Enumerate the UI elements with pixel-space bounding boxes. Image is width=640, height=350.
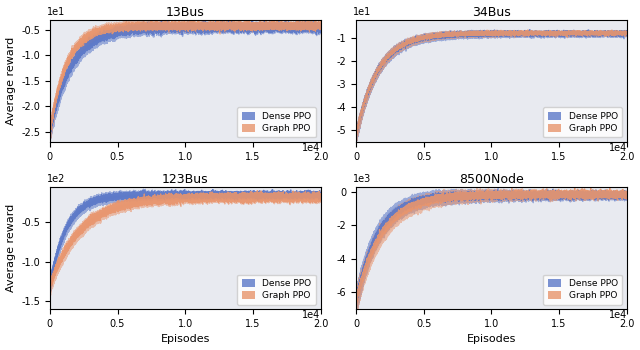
Legend: Dense PPO, Graph PPO: Dense PPO, Graph PPO [543,107,622,138]
X-axis label: Episodes: Episodes [467,335,516,344]
X-axis label: Episodes: Episodes [161,335,210,344]
Text: 1e3: 1e3 [353,175,372,184]
Text: 1e1: 1e1 [47,7,65,17]
Text: 1e4: 1e4 [302,310,321,320]
Text: 1e2: 1e2 [47,175,65,184]
Title: 8500Node: 8500Node [459,173,524,186]
Legend: Dense PPO, Graph PPO: Dense PPO, Graph PPO [237,275,316,304]
Text: 1e4: 1e4 [609,143,627,153]
Title: 13Bus: 13Bus [166,6,205,19]
Text: 1e4: 1e4 [302,143,321,153]
Y-axis label: Average reward: Average reward [6,204,16,292]
Text: 1e4: 1e4 [609,310,627,320]
Y-axis label: Average reward: Average reward [6,37,15,125]
Title: 123Bus: 123Bus [162,173,209,186]
Legend: Dense PPO, Graph PPO: Dense PPO, Graph PPO [543,275,622,304]
Legend: Dense PPO, Graph PPO: Dense PPO, Graph PPO [237,107,316,138]
Text: 1e1: 1e1 [353,7,372,17]
Title: 34Bus: 34Bus [472,6,511,19]
